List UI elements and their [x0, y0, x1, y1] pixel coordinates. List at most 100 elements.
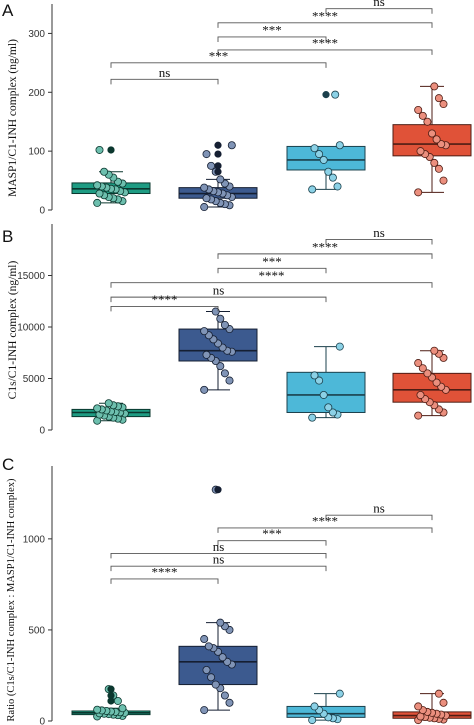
data-point — [328, 408, 337, 417]
bracket-line — [110, 78, 219, 85]
data-point — [310, 702, 319, 711]
data-point — [308, 716, 317, 725]
y-axis-title: C1s/C1-INH complex (ng/ml) — [7, 261, 19, 400]
significance-label: *** — [262, 526, 282, 541]
data-point — [218, 653, 227, 662]
data-point — [225, 698, 234, 707]
significance-label: **** — [312, 35, 338, 50]
box-group-2 — [178, 141, 258, 212]
bracket-line — [110, 305, 219, 312]
box-group-2 — [178, 485, 258, 715]
data-point — [430, 346, 439, 355]
comparison-bracket: ns — [110, 65, 219, 85]
comparison-bracket: *** — [110, 48, 327, 68]
data-point — [216, 175, 225, 184]
data-point — [324, 167, 333, 176]
data-point — [315, 150, 324, 159]
bracket-line — [217, 49, 433, 55]
data-point — [434, 94, 443, 103]
data-point — [310, 144, 319, 153]
comparison-bracket: **** — [217, 513, 433, 533]
data-point — [93, 198, 102, 207]
comparison-bracket: ns — [325, 501, 433, 521]
y-tick-label: 0 — [39, 717, 45, 725]
outlier-point — [214, 486, 222, 494]
significance-label: **** — [312, 239, 338, 254]
box-group-4 — [392, 82, 472, 197]
data-point — [202, 666, 211, 675]
comparison-bracket: *** — [217, 22, 327, 42]
data-point — [319, 155, 328, 164]
significance-label: *** — [262, 254, 282, 269]
data-point — [414, 702, 423, 711]
data-point — [432, 378, 441, 387]
data-point — [202, 150, 211, 159]
y-tick-label: 200 — [28, 88, 45, 99]
data-point — [200, 203, 209, 212]
significance-label: **** — [152, 564, 178, 579]
outlier-point — [107, 146, 115, 154]
comparison-bracket: *** — [217, 526, 327, 546]
data-point — [423, 117, 432, 126]
data-point — [439, 176, 448, 185]
data-point — [100, 167, 109, 176]
y-tick-label: 0 — [39, 426, 45, 437]
comparison-bracket: **** — [110, 292, 219, 312]
data-point — [93, 404, 102, 413]
bracket-line — [110, 62, 327, 68]
y-tick-label: 100 — [28, 147, 45, 158]
data-point — [439, 100, 448, 109]
box-group-1 — [71, 399, 151, 425]
data-point — [308, 413, 317, 422]
comparison-bracket: ns — [110, 283, 327, 303]
data-point — [418, 364, 427, 373]
panel-a: A MASP1/C1-INH complex (ng/ml) 0 100 200 30… — [2, 0, 472, 217]
bracket-line — [217, 540, 327, 546]
y-tick-label: 1000 — [23, 534, 46, 545]
data-point — [335, 141, 344, 150]
panel-label: B — [2, 227, 13, 246]
data-point — [202, 194, 211, 203]
significance-label: ns — [373, 501, 385, 516]
data-point — [200, 327, 209, 336]
significance-label: *** — [209, 48, 229, 63]
comparison-bracket: **** — [110, 268, 433, 288]
data-point — [418, 111, 427, 120]
data-point — [414, 188, 423, 197]
panel-label: C — [2, 455, 14, 474]
data-point — [335, 689, 344, 698]
data-point — [335, 342, 344, 351]
data-point — [434, 689, 443, 698]
significance-label: **** — [259, 268, 285, 283]
y-axis-title: MASP1/C1-INH complex (ng/ml) — [7, 39, 19, 197]
data-point — [324, 403, 333, 412]
comparison-bracket: **** — [217, 35, 433, 55]
data-point — [430, 82, 439, 91]
significance-label: **** — [312, 8, 338, 23]
significance-label: ns — [213, 552, 225, 567]
outlier-point — [214, 168, 222, 176]
data-point — [416, 390, 425, 399]
data-point — [95, 145, 104, 154]
outlier-point — [107, 685, 115, 693]
comparison-bracket: *** — [217, 254, 327, 274]
y-tick-label: 10000 — [17, 323, 45, 334]
data-point — [227, 141, 236, 150]
y-tick-label: 5000 — [23, 374, 46, 385]
data-point — [118, 704, 127, 713]
bracket-line — [110, 296, 327, 303]
data-point — [414, 105, 423, 114]
data-point — [95, 189, 104, 198]
outlier-point — [322, 91, 330, 99]
data-point — [220, 691, 229, 700]
y-tick-label: 15000 — [17, 271, 45, 282]
data-point — [319, 390, 328, 399]
significance-label: **** — [152, 292, 178, 307]
y-tick-label: 300 — [28, 29, 45, 40]
data-point — [200, 706, 209, 715]
data-point — [216, 362, 225, 371]
bracket-line — [110, 578, 219, 584]
data-point — [216, 618, 225, 627]
y-tick-label: 0 — [39, 206, 45, 217]
